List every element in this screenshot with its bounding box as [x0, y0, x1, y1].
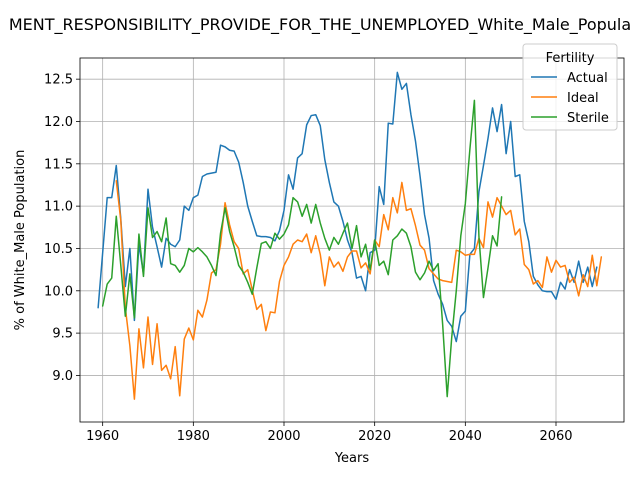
y-tick-label: 9.0 — [52, 369, 73, 384]
x-axis-label: Years — [334, 451, 370, 466]
y-tick-label: 10.5 — [44, 242, 73, 257]
legend-title: Fertility — [546, 51, 595, 66]
x-axis: 1960 1980 2000 2020 2040 2060 — [86, 422, 573, 444]
series-line-actual — [97, 71, 598, 343]
y-axis-label: % of White_Male Population — [13, 150, 28, 331]
y-axis: 9.0 9.5 10.0 10.5 11.0 11.5 12.0 12.5 — [44, 73, 80, 384]
x-tick-label: 2020 — [358, 429, 391, 444]
y-tick-label: 9.5 — [52, 327, 73, 342]
legend-label-actual: Actual — [567, 71, 608, 86]
chart-title: MENT_RESPONSIBILITY_PROVIDE_FOR_THE_UNEM… — [9, 15, 631, 35]
x-tick-label: 2060 — [539, 429, 572, 444]
legend-label-ideal: Ideal — [567, 91, 599, 106]
y-tick-label: 10.0 — [44, 284, 73, 299]
y-tick-label: 11.5 — [44, 157, 73, 172]
x-tick-label: 1980 — [177, 429, 210, 444]
y-tick-label: 12.0 — [44, 115, 73, 130]
y-tick-label: 11.0 — [44, 200, 73, 215]
legend-box — [522, 43, 618, 131]
x-tick-label: 2040 — [449, 429, 482, 444]
series-line-ideal — [115, 179, 603, 400]
x-tick-label: 2000 — [267, 429, 300, 444]
legend: Fertility Actual Ideal Sterile — [522, 43, 618, 131]
x-tick-label: 1960 — [86, 429, 119, 444]
series-lines — [97, 71, 603, 400]
series-line-sterile — [101, 99, 503, 398]
plot-frame — [79, 57, 625, 423]
legend-label-sterile: Sterile — [567, 111, 609, 126]
y-tick-label: 12.5 — [44, 73, 73, 88]
